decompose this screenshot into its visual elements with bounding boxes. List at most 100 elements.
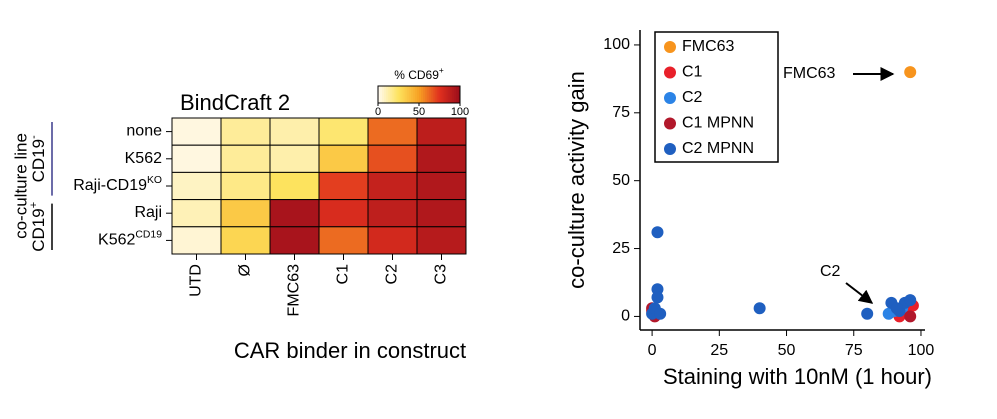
- data-point: [753, 302, 766, 315]
- data-point: [904, 294, 917, 307]
- heatmap-cell: [171, 144, 222, 173]
- group-label-main: CD19: [29, 139, 48, 182]
- heatmap-cell: [318, 226, 369, 255]
- colorbar-tick-label: 100: [451, 106, 469, 118]
- colorbar-segment: [392, 86, 395, 103]
- row-label: Raji: [134, 204, 162, 221]
- heatmap-cell: [318, 171, 369, 201]
- chart-title: BindCraft 2: [180, 90, 290, 115]
- heatmap-cell: [171, 226, 222, 255]
- heatmap-cell: [367, 199, 418, 228]
- row-label-main: Raji: [134, 204, 162, 221]
- colorbar-segment: [400, 86, 404, 103]
- data-point: [651, 291, 664, 304]
- colorbar-segment: [445, 86, 449, 103]
- colorbar-tick-label: 50: [413, 106, 425, 118]
- row-label-main: none: [126, 123, 162, 140]
- legend-label: C2 MPNN: [682, 140, 754, 157]
- heatmap-cell: [220, 117, 271, 146]
- colorbar-segment: [414, 86, 418, 103]
- colorbar-segment: [433, 86, 436, 103]
- row-label: K562CD19: [98, 230, 162, 249]
- colorbar-segment: [396, 86, 399, 103]
- heatmap-cell: [220, 226, 271, 255]
- colorbar-segment: [429, 86, 432, 103]
- colorbar-segment: [427, 86, 430, 103]
- colorbar-segment: [408, 86, 412, 103]
- colorbar-label-sup: +: [439, 65, 444, 75]
- heatmap-cell: [269, 117, 320, 146]
- data-point: [861, 307, 874, 320]
- colorbar-segment: [412, 86, 416, 103]
- column-label: Ø: [237, 264, 254, 276]
- y-tick-label: 25: [612, 240, 630, 257]
- row-label-main: K562: [98, 232, 135, 249]
- colorbar-segment: [455, 86, 459, 103]
- annotation: C2: [820, 263, 841, 280]
- colorbar-segment: [406, 86, 410, 103]
- colorbar-segment: [439, 86, 443, 103]
- heatmap-cell: [171, 171, 222, 201]
- colorbar-segment: [416, 86, 420, 103]
- colorbar-segment: [435, 86, 438, 103]
- row-label: K562: [125, 150, 162, 167]
- colorbar-segment: [404, 86, 408, 103]
- colorbar-segment: [402, 86, 406, 103]
- data-point: [651, 226, 664, 239]
- legend-marker: [664, 66, 676, 79]
- heatmap-cell: [269, 144, 320, 173]
- x-tick-label: 50: [778, 342, 796, 359]
- colorbar-segment: [453, 86, 457, 103]
- heatmap-cell: [220, 199, 271, 228]
- column-label: FMC63: [286, 264, 303, 317]
- group-label: CD19+: [28, 202, 49, 252]
- legend-label: FMC63: [682, 38, 735, 55]
- legend-marker: [664, 117, 676, 130]
- group-label: CD19-: [28, 135, 49, 182]
- x-axis-label: Staining with 10nM (1 hour): [663, 364, 932, 389]
- heatmap-cell: [269, 226, 320, 255]
- column-label: UTD: [188, 264, 205, 297]
- legend-label: C1 MPNN: [682, 115, 754, 132]
- x-tick-label: 25: [710, 342, 728, 359]
- column-label: C1: [335, 264, 352, 285]
- annotation: FMC63: [783, 65, 836, 82]
- row-label-sup: CD19: [135, 230, 162, 241]
- x-tick-label: 75: [845, 342, 863, 359]
- x-tick-label: 0: [648, 342, 657, 359]
- y-tick-label: 0: [621, 308, 630, 325]
- colorbar-label: % CD69+: [394, 65, 444, 82]
- colorbar-segment: [449, 86, 453, 103]
- heatmap-cell: [171, 117, 222, 146]
- colorbar-segment: [441, 86, 445, 103]
- row-label-main: K562: [125, 150, 162, 167]
- heatmap-cell: [416, 144, 467, 173]
- colorbar-segment: [394, 86, 397, 103]
- legend-label: C2: [682, 89, 703, 106]
- y-tick-label: 75: [612, 104, 630, 121]
- colorbar-segment: [437, 86, 440, 103]
- colorbar-tick-label: 0: [375, 106, 381, 118]
- heatmap-cell: [367, 117, 418, 146]
- legend-marker: [664, 92, 676, 104]
- heatmap-cell: [367, 171, 418, 201]
- row-label-main: Raji-CD19: [73, 177, 147, 194]
- colorbar-segment: [380, 86, 383, 103]
- x-tick-label: 100: [908, 342, 935, 359]
- heatmap-cell: [269, 199, 320, 228]
- y-axis-label: co-culture line: [11, 133, 30, 239]
- colorbar-segment: [431, 86, 434, 103]
- colorbar-segment: [443, 86, 447, 103]
- data-point: [890, 302, 903, 315]
- colorbar-segment: [378, 86, 381, 103]
- colorbar-segment: [388, 86, 391, 103]
- legend-label: C1: [682, 64, 703, 81]
- column-label: C3: [433, 264, 450, 285]
- heatmap-cell: [318, 199, 369, 228]
- colorbar-segment: [384, 86, 387, 103]
- colorbar-segment: [410, 86, 414, 103]
- legend-marker: [664, 143, 676, 155]
- colorbar-segment: [423, 86, 426, 103]
- heatmap-cell: [416, 117, 467, 146]
- colorbar-segment: [421, 86, 424, 103]
